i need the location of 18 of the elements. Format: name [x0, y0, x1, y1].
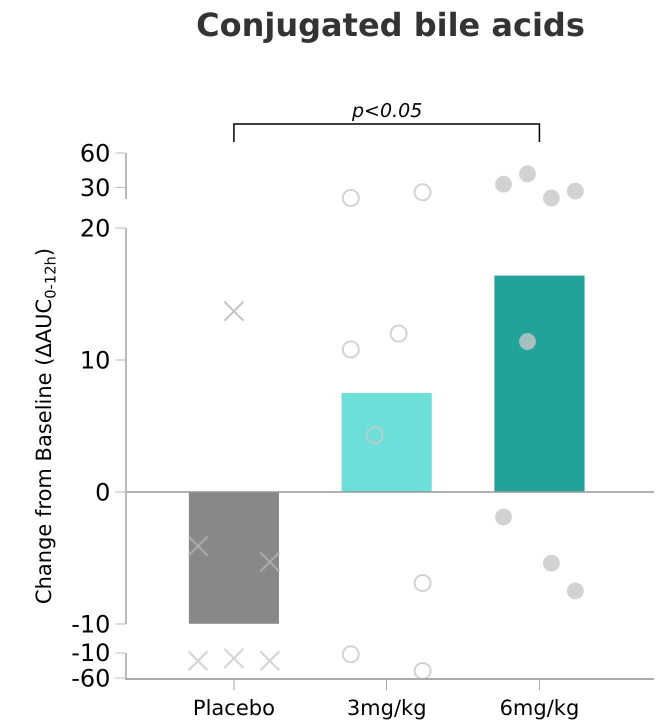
y-tick-label: 0	[95, 478, 110, 506]
y-tick-label: 30	[80, 174, 110, 202]
point	[543, 190, 560, 206]
chart-title: Conjugated bile acids	[196, 6, 585, 44]
y-tick-label: 60	[80, 139, 110, 168]
x-tick-label: 3mg/kg	[346, 696, 427, 720]
y-tick-label: -10	[71, 610, 110, 638]
bar	[342, 393, 432, 492]
x-tick-label: 6mg/kg	[500, 696, 580, 720]
y-tick-label: 20	[80, 214, 110, 242]
point	[495, 176, 512, 193]
point	[566, 182, 584, 200]
point	[519, 165, 536, 182]
y-tick-label: 10	[80, 346, 110, 374]
text: p<0.05	[351, 100, 422, 122]
bar	[188, 492, 279, 624]
x-tick-label: Placebo	[192, 696, 275, 720]
bar	[494, 276, 584, 492]
